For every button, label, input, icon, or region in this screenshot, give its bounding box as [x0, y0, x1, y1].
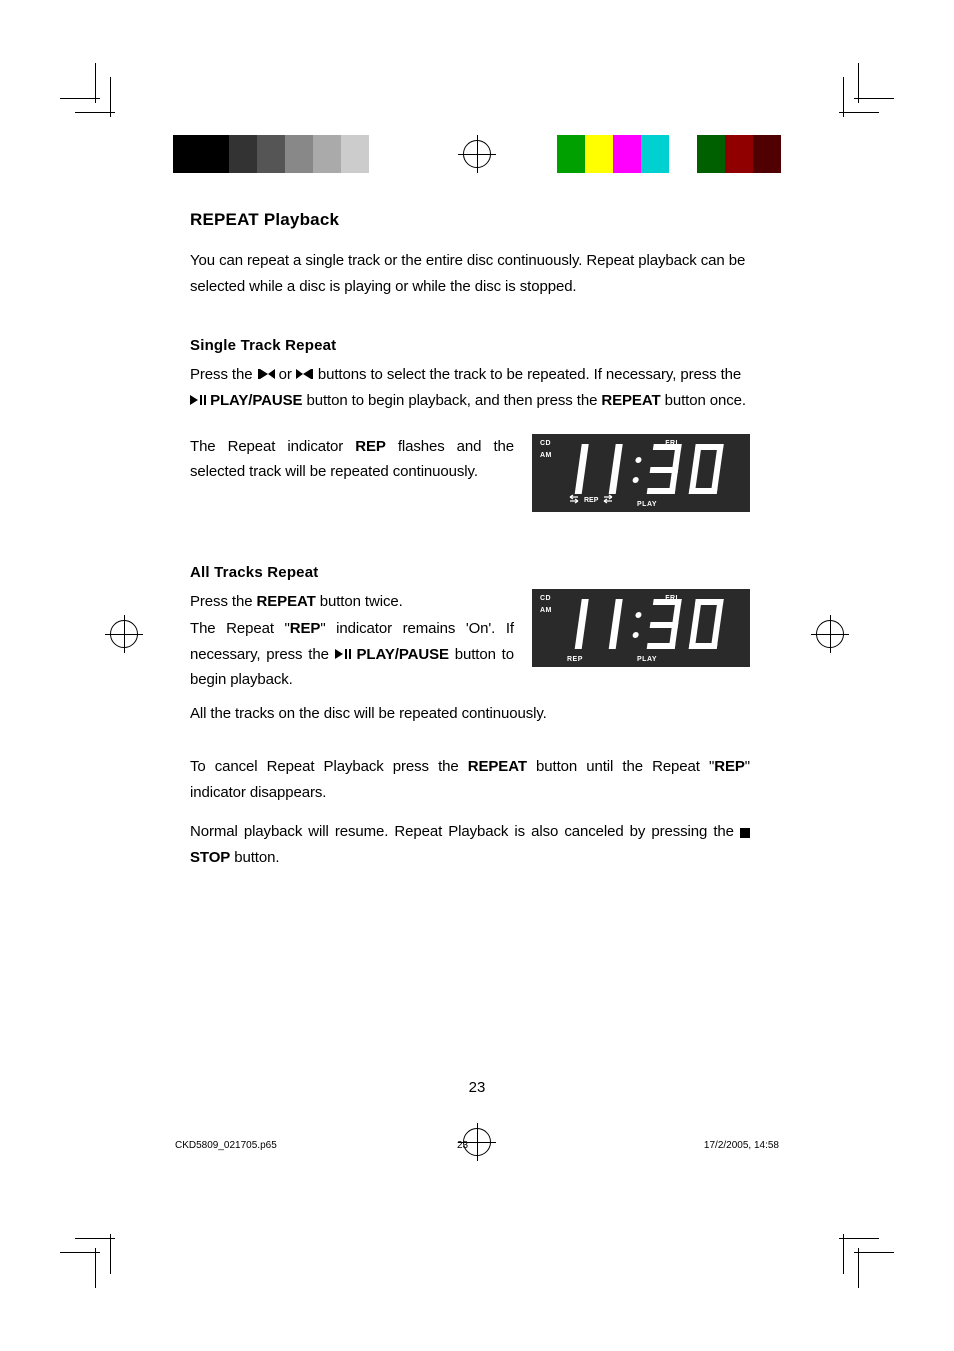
lcd-am-label: AM [540, 452, 552, 459]
crop-mark [60, 98, 100, 99]
lcd-play-label: PLAY [637, 656, 657, 663]
page-number: 23 [0, 1079, 954, 1096]
section-heading: REPEAT Playback [190, 210, 750, 230]
color-calibration-bar [529, 135, 781, 173]
crop-mark [843, 1234, 844, 1274]
crop-mark [843, 77, 844, 117]
crop-mark [95, 63, 96, 103]
intro-paragraph: You can repeat a single track or the ent… [190, 248, 750, 299]
crop-mark [854, 1252, 894, 1253]
lcd-time-digits [568, 442, 738, 498]
subheading-all: All Tracks Repeat [190, 564, 750, 581]
lcd-display-all: CD AM FRI REP PLAY [532, 589, 750, 667]
registration-target-icon [816, 620, 844, 648]
crop-mark [858, 63, 859, 103]
registration-target-icon [110, 620, 138, 648]
registration-target-icon [463, 140, 491, 168]
color-calibration-bar [173, 135, 425, 173]
subheading-single: Single Track Repeat [190, 337, 750, 354]
all-paragraph-3: All the tracks on the disc will be repea… [190, 701, 750, 727]
lcd-cd-label: CD [540, 440, 551, 447]
skip-back-icon [257, 362, 275, 388]
crop-mark [858, 1248, 859, 1288]
lcd-cd-label: CD [540, 595, 551, 602]
play-pause-icon [190, 388, 206, 414]
all-paragraph-5: Normal playback will resume. Repeat Play… [190, 819, 750, 870]
crop-mark [854, 98, 894, 99]
all-paragraph-4: To cancel Repeat Playback press the REPE… [190, 754, 750, 805]
single-paragraph-2: The Repeat indicator REP flashes and the… [190, 434, 514, 485]
svg-text:REP: REP [584, 497, 599, 504]
footer-page: 23 [457, 1140, 468, 1151]
single-paragraph-1: Press the or buttons to select the track… [190, 362, 750, 414]
crop-mark [839, 112, 879, 113]
crop-mark [95, 1248, 96, 1288]
footer-date: 17/2/2005, 14:58 [704, 1140, 779, 1151]
play-pause-icon [335, 642, 351, 668]
lcd-time-digits [568, 597, 738, 653]
footer-filename: CKD5809_021705.p65 [175, 1140, 277, 1151]
lcd-rep-label: REP [567, 656, 583, 663]
lcd-play-label: PLAY [637, 501, 657, 508]
print-footer: CKD5809_021705.p65 23 17/2/2005, 14:58 [175, 1140, 779, 1151]
crop-mark [60, 1252, 100, 1253]
all-paragraph-1: Press the REPEAT button twice. [190, 589, 514, 615]
stop-icon [740, 820, 750, 846]
lcd-display-single: CD AM FRI [532, 434, 750, 512]
crop-mark [75, 1238, 115, 1239]
crop-mark [839, 1238, 879, 1239]
lcd-am-label: AM [540, 607, 552, 614]
page-content: REPEAT Playback You can repeat a single … [190, 210, 750, 885]
skip-forward-icon [296, 362, 314, 388]
crop-mark [110, 1234, 111, 1274]
crop-mark [75, 112, 115, 113]
crop-mark [110, 77, 111, 117]
all-paragraph-2: The Repeat "REP" indicator remains 'On'.… [190, 616, 514, 693]
